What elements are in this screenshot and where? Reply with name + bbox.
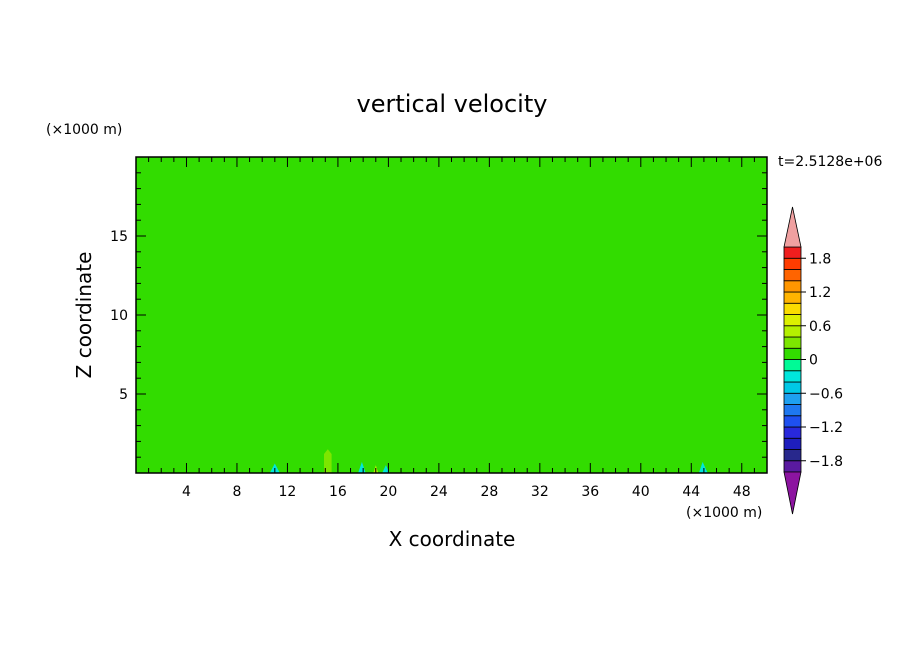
contour-region-1 (305, 417, 328, 473)
x-tick-label: 12 (279, 484, 297, 500)
contour-region-0 (565, 362, 762, 473)
colorbar-tick-label: 0 (809, 353, 818, 369)
x-tick-label: 20 (379, 484, 397, 500)
colorbar-swatch (783, 381, 802, 394)
colorbar-tick-label: 0.6 (809, 319, 831, 335)
colorbar-swatch (783, 449, 802, 462)
y-tick-labels: 5 10 15 (110, 229, 128, 403)
contour-regions (136, 362, 762, 473)
x-tick-label: 24 (430, 484, 448, 500)
colorbar-tick-label: −0.6 (809, 386, 843, 402)
colorbar-swatch (783, 291, 802, 304)
x-tick-labels: 4 8 12 16 20 24 28 32 36 40 44 48 (182, 484, 751, 500)
colorbar-tick-label: 1.8 (809, 251, 831, 267)
x-tick-label: 36 (581, 484, 599, 500)
y-tick-label: 15 (110, 229, 128, 245)
colorbar-over-arrow (783, 206, 802, 248)
x-tick-label: 28 (480, 484, 498, 500)
colorbar-swatch (783, 426, 802, 439)
contour-region-8 (433, 461, 447, 473)
colorbar-swatch (783, 280, 802, 293)
x-tick-label: 8 (232, 484, 241, 500)
contour-region-7 (396, 458, 407, 473)
x-tick-label: 16 (329, 484, 347, 500)
colorbar-swatch (783, 269, 802, 282)
y-unit-label: (×1000 m) (46, 122, 122, 138)
contour-region-4 (136, 452, 174, 473)
colorbar: 1.8 1.2 0.6 0 −0.6 −1.2 −1.8 (783, 206, 843, 515)
colorbar-under-arrow (783, 471, 802, 515)
colorbar-swatch (783, 404, 802, 417)
contour-region-5 (199, 460, 220, 473)
x-axis-title: X coordinate (389, 527, 516, 551)
colorbar-swatch (783, 392, 802, 405)
x-tick-label: 44 (682, 484, 700, 500)
colorbar-swatch (783, 359, 802, 372)
x-tick-label: 48 (733, 484, 751, 500)
contour-region-3 (476, 457, 523, 473)
x-tick-label: 32 (531, 484, 549, 500)
contour-region-10 (358, 461, 366, 473)
colorbar-swatch (783, 437, 802, 450)
colorbar-swatch (783, 415, 802, 428)
colorbar-tick-label: −1.8 (809, 454, 843, 470)
colorbar-swatch (783, 257, 802, 270)
y-axis-title: Z coordinate (72, 252, 96, 379)
x-tick-label: 4 (182, 484, 191, 500)
colorbar-swatch (783, 336, 802, 349)
colorbar-swatch (783, 347, 802, 360)
colorbar-swatch (783, 246, 802, 259)
colorbar-swatch (783, 370, 802, 383)
x-unit-label: (×1000 m) (686, 505, 762, 521)
plot-area (135, 156, 768, 474)
contour-region-2 (324, 449, 332, 473)
contour-region-12 (698, 461, 708, 473)
contour-region-11 (382, 465, 390, 473)
y-tick-label: 10 (110, 308, 128, 324)
chart-title: vertical velocity (357, 90, 548, 118)
time-label: t=2.5128e+06 (778, 154, 882, 170)
x-tick-label: 40 (632, 484, 650, 500)
colorbar-swatch (783, 460, 802, 473)
colorbar-swatch (783, 314, 802, 327)
colorbar-tick-label: −1.2 (809, 420, 843, 436)
axis-ticks (136, 157, 767, 473)
colorbar-swatch (783, 325, 802, 338)
colorbar-tick-label: 1.2 (809, 285, 831, 301)
contour-region-6 (231, 463, 245, 473)
colorbar-swatch (783, 302, 802, 315)
y-tick-label: 5 (119, 387, 128, 403)
